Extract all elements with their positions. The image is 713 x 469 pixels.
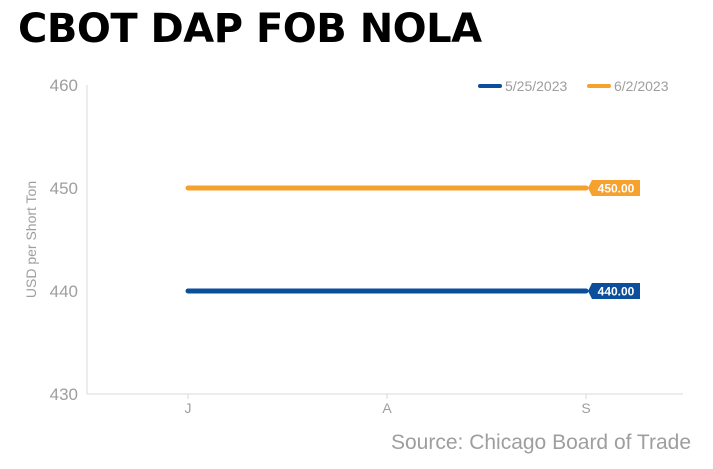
data-point [584, 289, 588, 293]
x-tick-label: A [382, 400, 392, 416]
end-label-badge [588, 283, 640, 299]
data-point [186, 289, 190, 293]
y-tick-label: 440 [50, 282, 78, 301]
data-point [584, 186, 588, 190]
data-point [385, 289, 389, 293]
y-axis-label: USD per Short Ton [23, 181, 39, 298]
legend-label: 6/2/2023 [614, 78, 669, 94]
legend-label: 5/25/2023 [505, 78, 567, 94]
y-tick-label: 460 [50, 76, 78, 95]
y-tick-label: 430 [50, 385, 78, 404]
x-tick-label: S [581, 400, 590, 416]
end-value-label: 450.00 [598, 182, 635, 196]
data-point [186, 186, 190, 190]
chart-title: CBOT DAP FOB NOLA [18, 6, 482, 52]
x-tick-label: J [185, 400, 192, 416]
data-point [385, 186, 389, 190]
end-value-label: 440.00 [598, 285, 635, 299]
end-label-badge [588, 180, 640, 196]
source-note: Source: Chicago Board of Trade [390, 431, 691, 454]
y-tick-label: 450 [50, 179, 78, 198]
